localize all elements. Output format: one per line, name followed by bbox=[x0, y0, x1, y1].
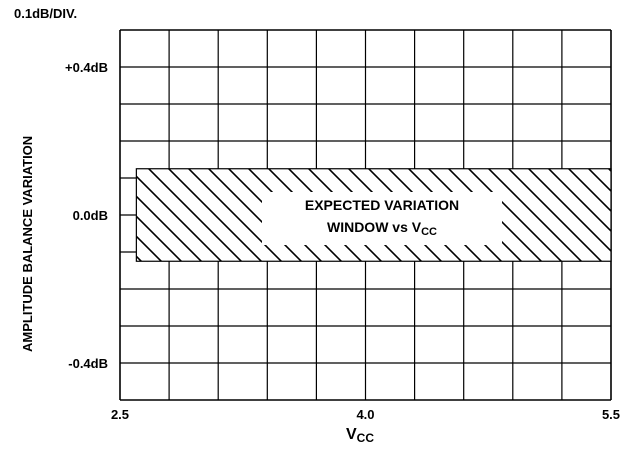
variation-window-label: EXPECTED VARIATION WINDOW vs VCC bbox=[262, 192, 502, 245]
x-axis-title-main: V bbox=[346, 426, 357, 443]
variation-window-label-line2-sub: CC bbox=[421, 226, 437, 238]
variation-window-label-line2-main: WINDOW vs V bbox=[326, 219, 422, 235]
variation-window-label-line2: WINDOW vs VCC bbox=[262, 216, 502, 243]
y-axis-title: AMPLITUDE BALANCE VARIATION bbox=[20, 135, 35, 352]
x-tick-label: 5.5 bbox=[602, 407, 620, 422]
x-axis-title-sub: CC bbox=[356, 431, 375, 445]
variation-window-label-line1: EXPECTED VARIATION bbox=[304, 197, 460, 213]
tick-labels: +0.4dB 0.0dB -0.4dB 2.5 4.0 5.5 bbox=[65, 60, 620, 422]
y-tick-label: +0.4dB bbox=[65, 60, 108, 75]
y-tick-label: 0.0dB bbox=[73, 208, 108, 223]
y-tick-label: -0.4dB bbox=[68, 356, 108, 371]
scale-per-division-label: 0.1dB/DIV. bbox=[14, 6, 78, 21]
x-tick-label: 2.5 bbox=[111, 407, 129, 422]
x-tick-label: 4.0 bbox=[356, 407, 374, 422]
x-axis-title: VCC bbox=[346, 426, 374, 445]
